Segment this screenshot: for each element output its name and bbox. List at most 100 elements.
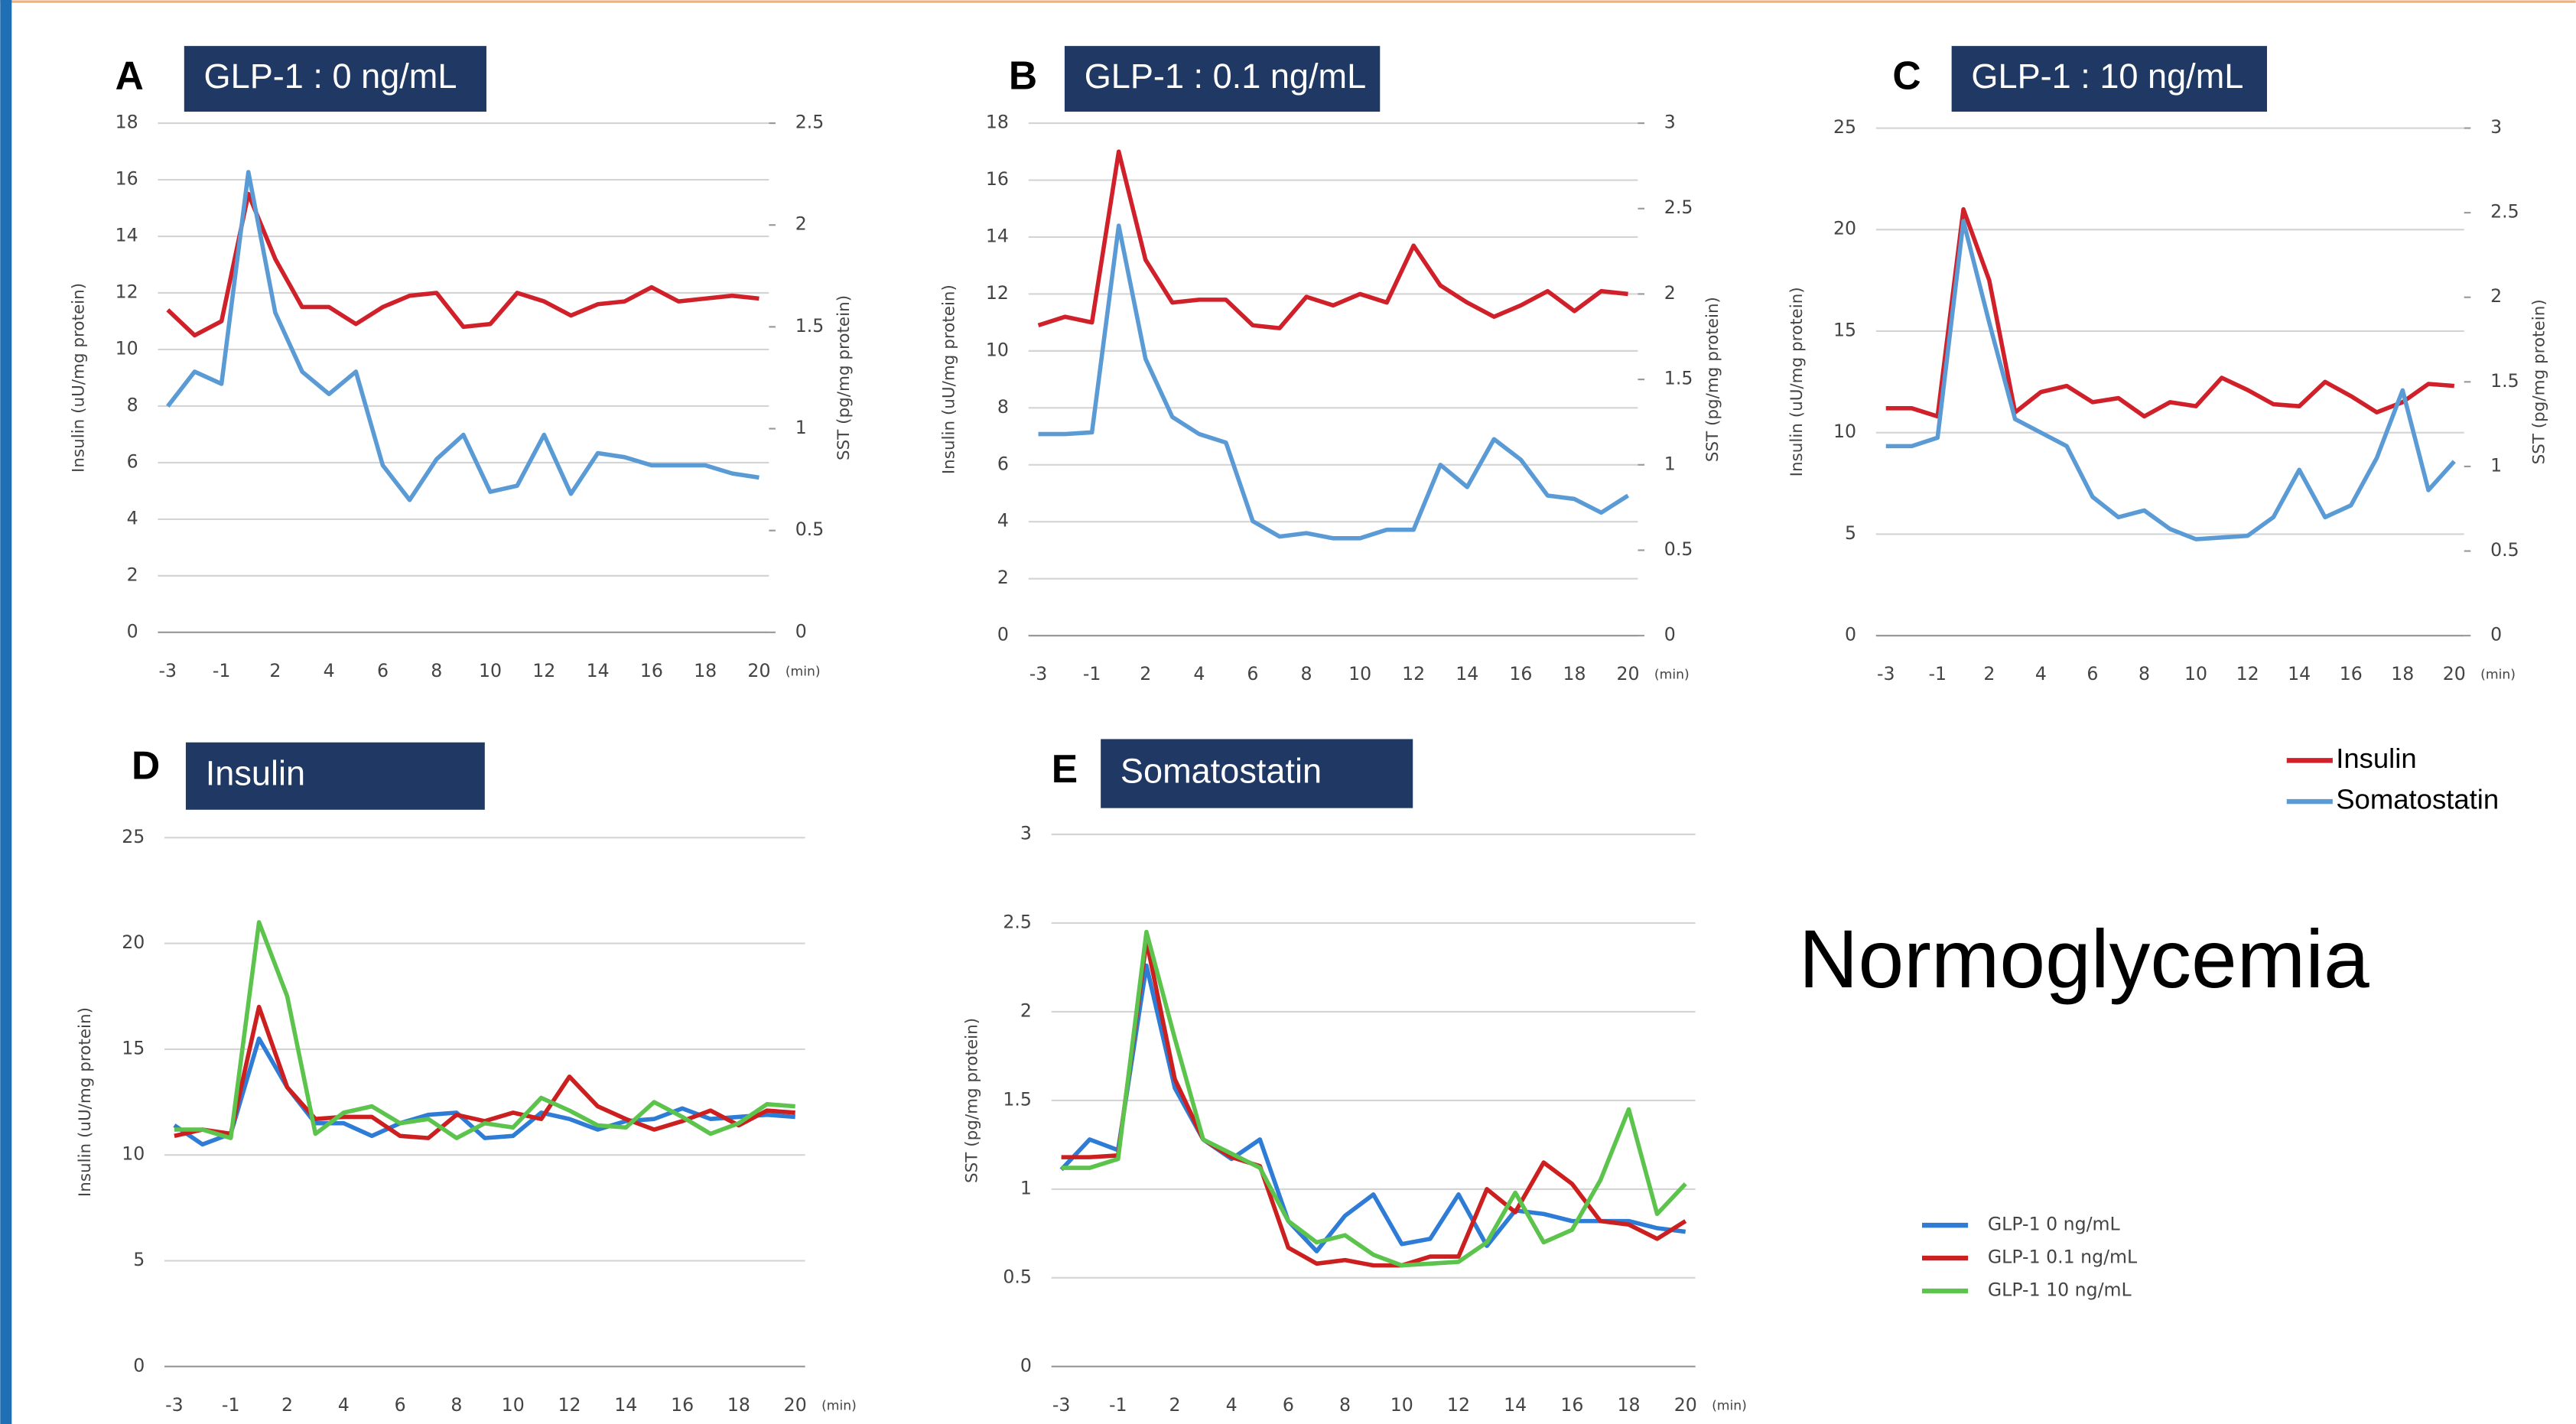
- y-tick-label: 14: [986, 225, 1009, 246]
- y-tick-label: 0: [1845, 624, 1856, 645]
- y-tick-label: 2: [1020, 1000, 1032, 1021]
- y-tick-label: 1.5: [1003, 1088, 1032, 1110]
- x-tick-label: 20: [1617, 663, 1640, 684]
- x-tick-label: 20: [1674, 1394, 1697, 1416]
- x-tick-label: 6: [1283, 1394, 1294, 1416]
- y-tick-label: 2: [127, 564, 138, 585]
- y2-tick-label: 1: [1664, 453, 1676, 474]
- y-tick-label: 5: [133, 1249, 145, 1270]
- y2-tick-label: 2.5: [1664, 197, 1693, 218]
- x-tick-label: 12: [2236, 663, 2259, 684]
- y-tick-label: 6: [997, 453, 1009, 474]
- title-box: [184, 46, 486, 112]
- y-tick-label: 16: [986, 168, 1009, 190]
- x-tick-label: 14: [1456, 663, 1478, 684]
- x-tick-label: 8: [450, 1394, 462, 1416]
- legend-label: Insulin: [2336, 743, 2417, 774]
- x-tick-label: 8: [2139, 663, 2150, 684]
- x-tick-label: 14: [587, 660, 610, 681]
- x-tick-label: 6: [1247, 663, 1258, 684]
- x-tick-label: -1: [1083, 663, 1101, 684]
- x-tick-label: 16: [1509, 663, 1532, 684]
- x-tick-label: 4: [324, 660, 335, 681]
- x-tick-label: 6: [377, 660, 389, 681]
- y2-tick-label: 2: [2490, 285, 2502, 307]
- y2-tick-label: 0: [2490, 624, 2502, 645]
- x-tick-label: -3: [1877, 663, 1895, 684]
- y2-axis-label: SST (pg/mg protein): [2529, 299, 2548, 464]
- title-box: [185, 742, 485, 810]
- legend-label: GLP-1 0.1 ng/mL: [1988, 1247, 2138, 1268]
- series-line: [166, 191, 759, 338]
- y-tick-label: 2: [997, 567, 1009, 588]
- x-tick-label: 20: [2443, 663, 2466, 684]
- series-line: [1061, 938, 1687, 1268]
- chart-title: GLP-1 : 10 ng/mL: [1971, 57, 2243, 96]
- series-line: [1059, 963, 1686, 1253]
- y-tick-label: 4: [997, 510, 1009, 532]
- y-tick-label: 10: [115, 337, 138, 359]
- y2-tick-label: 1: [795, 417, 807, 438]
- series-line: [1061, 929, 1687, 1268]
- x-tick-label: -1: [1109, 1394, 1127, 1416]
- x-tick-label: 8: [1300, 663, 1312, 684]
- x-tick-label: 2: [1983, 663, 1995, 684]
- x-axis-label: (min): [1712, 1398, 1747, 1413]
- x-axis-label: (min): [1654, 668, 1690, 683]
- x-tick-label: 4: [1193, 663, 1205, 684]
- y-tick-label: 0.5: [1003, 1266, 1032, 1287]
- x-tick-label: 6: [2086, 663, 2098, 684]
- x-tick-label: 2: [1140, 663, 1151, 684]
- y-tick-label: 6: [127, 450, 138, 472]
- x-tick-label: 2: [281, 1394, 293, 1416]
- y-tick-label: 0: [1020, 1354, 1032, 1376]
- y-tick-label: 14: [115, 225, 138, 246]
- x-tick-label: 14: [2288, 663, 2311, 684]
- x-tick-label: 14: [1504, 1394, 1527, 1416]
- y-tick-label: 5: [1845, 522, 1856, 544]
- y2-tick-label: 0.5: [2490, 539, 2519, 561]
- x-tick-label: 10: [2184, 663, 2207, 684]
- title-box: [1101, 739, 1413, 808]
- y2-axis-label: SST (pg/mg protein): [834, 295, 854, 460]
- y-tick-label: 8: [127, 394, 138, 415]
- x-tick-label: 12: [1447, 1394, 1470, 1416]
- annotation: Normoglycemia: [1799, 913, 2369, 1005]
- x-tick-label: 18: [1618, 1394, 1641, 1416]
- y-axis-label: Insulin (uU/mg protein): [1787, 287, 1807, 476]
- y-tick-label: 20: [1833, 218, 1856, 239]
- x-tick-label: 4: [1226, 1394, 1238, 1416]
- y-tick-label: 4: [127, 507, 138, 528]
- y2-tick-label: 0: [1664, 624, 1676, 645]
- series-line: [1885, 206, 2455, 419]
- chart-title: GLP-1 : 0 ng/mL: [204, 57, 457, 96]
- y-tick-label: 3: [1020, 822, 1032, 844]
- x-tick-label: 4: [2035, 663, 2047, 684]
- x-tick-label: 10: [479, 660, 502, 681]
- x-tick-label: 8: [1339, 1394, 1351, 1416]
- series-line: [1038, 223, 1630, 541]
- y-tick-label: 0: [127, 620, 138, 642]
- x-tick-label: 20: [784, 1394, 807, 1416]
- panel-letter: E: [1052, 746, 1078, 791]
- x-tick-label: -3: [1052, 1394, 1071, 1416]
- x-tick-label: 8: [431, 660, 442, 681]
- y-tick-label: 10: [986, 339, 1009, 360]
- x-tick-label: 16: [671, 1394, 694, 1416]
- y-tick-label: 2.5: [1003, 911, 1032, 932]
- y-tick-label: 18: [115, 112, 138, 133]
- panel-letter: A: [115, 54, 144, 98]
- y-tick-label: 18: [986, 112, 1009, 133]
- x-tick-label: 18: [1563, 663, 1586, 684]
- y-tick-label: 25: [1833, 116, 1856, 138]
- y2-tick-label: 0: [795, 620, 807, 642]
- y-tick-label: 8: [997, 396, 1009, 418]
- x-tick-label: 10: [1348, 663, 1371, 684]
- x-tick-label: 16: [1560, 1394, 1583, 1416]
- x-tick-label: 10: [1390, 1394, 1413, 1416]
- x-tick-label: 12: [558, 1394, 581, 1416]
- x-axis-label: (min): [2480, 668, 2516, 683]
- chart-title: GLP-1 : 0.1 ng/mL: [1085, 57, 1366, 96]
